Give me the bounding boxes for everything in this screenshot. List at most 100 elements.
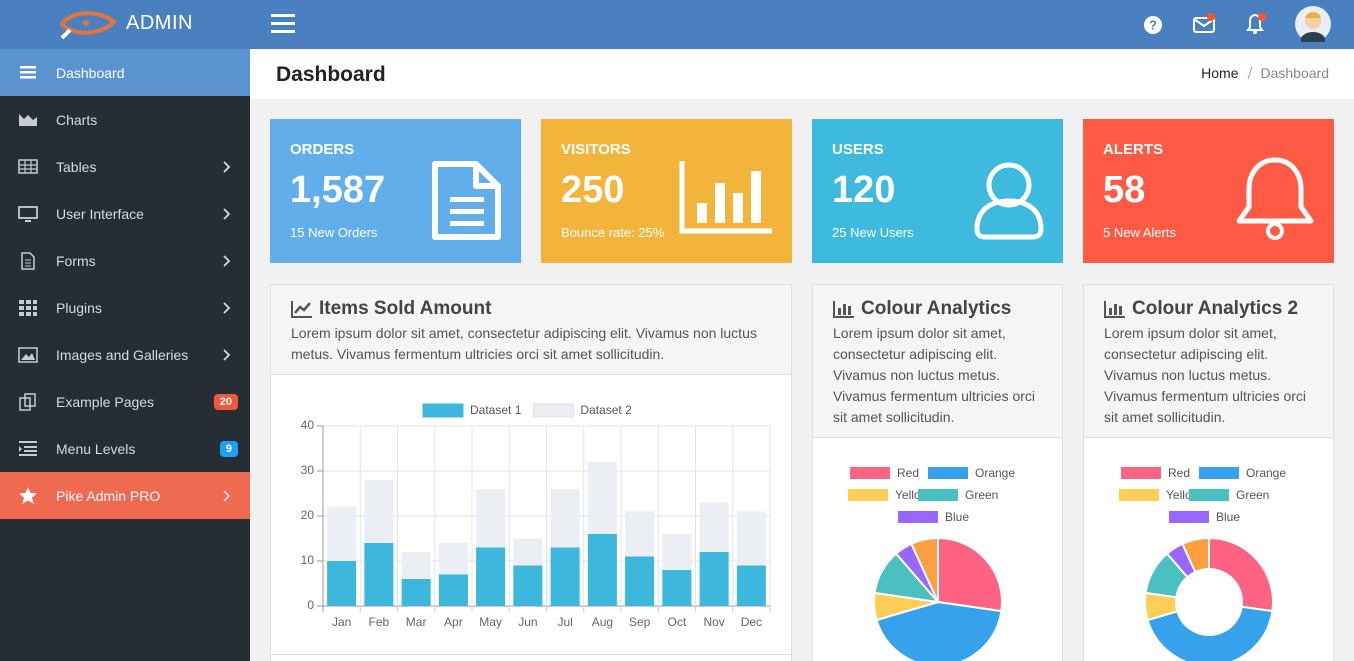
legend-swatch [422,403,464,418]
legend-label: Orange [975,466,1015,480]
bar [364,543,394,606]
svg-text:?: ? [1149,17,1157,32]
bar [699,552,729,606]
sidebar-item[interactable]: Plugins [0,284,250,331]
legend-swatch [532,403,574,418]
sidebar-icon [21,251,35,270]
card: ALERTS 58 5 New Alerts [1083,119,1334,263]
sidebar-icon [19,299,37,316]
panel-footer-line [271,654,791,655]
x-tick-label: Jan [332,615,351,629]
sidebar-item[interactable]: Tables [0,143,250,190]
breadcrumb-link[interactable]: Home [1201,65,1239,81]
pie-slice [1146,605,1274,661]
bell-icon[interactable] [1243,10,1269,36]
badge: 9 [219,440,238,457]
topbar [0,0,1354,49]
card-icon [432,161,501,240]
bar [550,547,580,606]
legend-swatch [918,489,958,501]
bar [438,574,468,606]
card-note: 15 New Orders [290,225,378,240]
bar [625,556,655,606]
bar [736,565,766,606]
card-note: 5 New Alerts [1103,225,1176,240]
card: USERS 120 25 New Users [812,119,1063,263]
sidebar-label: Pike Admin PRO [56,487,161,504]
chevron [223,349,231,361]
panel-header: Colour Analytics Lorem ipsum dolor sit a… [813,285,1062,438]
legend-label: Blue [1216,510,1240,524]
chevron [223,255,231,267]
x-tick-label: Aug [592,615,613,629]
legend-label: Orange [1246,466,1286,480]
legend-swatch [1169,511,1209,523]
bar [587,462,617,534]
legend-label: Dataset 1 [470,403,522,417]
help-icon[interactable]: ? [1143,15,1163,35]
avatar[interactable] [1295,6,1331,42]
panel-title: Colour Analytics [861,298,1012,319]
chevron [223,490,231,502]
sidebar-item[interactable]: Pike Admin PRO [0,472,250,519]
sidebar-icon [18,158,38,174]
sidebar-item[interactable]: Example Pages 20 [0,378,250,425]
card-note: 25 New Users [832,225,914,240]
sidebar-icon [19,392,36,411]
x-tick-label: Dec [741,615,762,629]
mail-icon[interactable] [1192,10,1218,36]
card-title: VISITORS [561,141,631,158]
logo [59,11,117,40]
chevron [223,208,231,220]
sidebar-item[interactable]: Menu Levels 9 [0,425,250,472]
brand: ADMIN [126,12,193,34]
panel-title: Items Sold Amount [319,298,492,319]
page-title: Dashboard [276,63,386,86]
x-tick-label: Apr [444,615,463,629]
bar [476,547,506,606]
badge: 20 [213,393,238,410]
sidebar [0,49,250,661]
sidebar-label: Charts [56,111,98,128]
x-tick-label: Jun [518,615,537,629]
menu-toggle[interactable] [271,13,295,35]
legend-label: Green [965,488,998,502]
sidebar-item[interactable]: Dashboard [0,49,250,96]
x-tick-label: May [479,615,502,629]
card-value: 120 [832,169,896,211]
breadcrumb: Home Dashboard [1201,65,1329,81]
legend-label: Blue [945,510,969,524]
y-tick-label: 0 [307,598,314,612]
sidebar-item[interactable]: User Interface [0,190,250,237]
card-icon [1236,157,1314,240]
legend-swatch [1199,467,1239,479]
y-tick-label: 30 [301,463,315,477]
panel-text: Lorem ipsum dolor sit amet, consectetur … [1104,325,1307,425]
sidebar-label: Plugins [56,299,102,316]
sidebar-item[interactable]: Images and Galleries [0,331,250,378]
card-value: 58 [1103,169,1146,211]
x-tick-label: Sep [629,615,651,629]
bar [476,489,506,548]
bar [736,511,766,566]
bar [587,534,617,606]
bar [513,538,543,566]
card: ORDERS 1,587 15 New Orders [270,119,521,263]
card-value: 250 [561,169,625,211]
legend-label: Red [1168,466,1190,480]
bar-chart: Dataset 1 Dataset 2 0 10 20 30 40 Jan Feb Mar Apr M… [301,403,771,629]
breadcrumb-separator [1247,66,1252,80]
y-tick-label: 20 [301,508,315,522]
sidebar-label: User Interface [56,205,144,222]
panel-icon [833,301,854,318]
sidebar-item[interactable]: Charts [0,96,250,143]
pie-slice [1208,536,1274,613]
sidebar-label: Tables [56,158,97,175]
x-tick-label: Oct [668,615,687,629]
sidebar-label: Menu Levels [56,440,136,457]
chevron [223,302,231,314]
sidebar-item[interactable]: Forms [0,237,250,284]
panel-icon [1104,301,1125,318]
